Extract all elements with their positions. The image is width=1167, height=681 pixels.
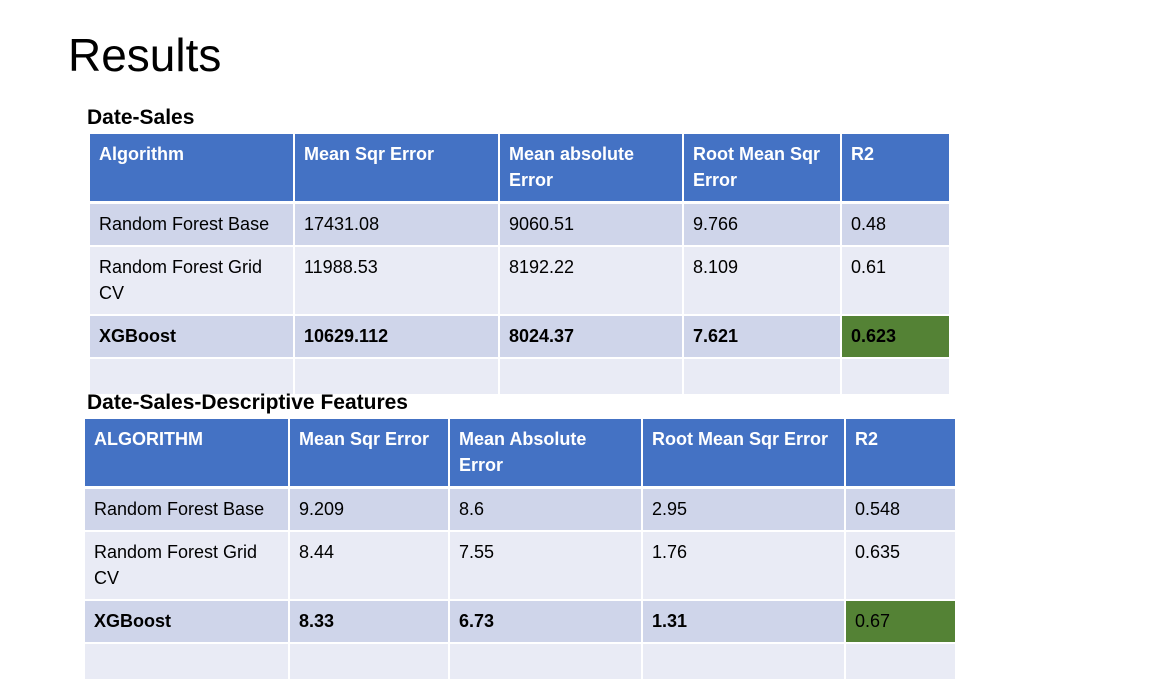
column-header-mae: Mean absolute Error xyxy=(499,134,684,204)
cell-empty xyxy=(841,358,951,396)
cell-algorithm: Random Forest Grid CV xyxy=(90,246,295,316)
column-header-mae: Mean Absolute Error xyxy=(449,419,643,489)
table-row: Random Forest Base 9.209 8.6 2.95 0.548 xyxy=(85,487,957,532)
column-header-algorithm: ALGORITHM xyxy=(85,419,290,489)
table-heading-descriptive-features: Date-Sales-Descriptive Features xyxy=(87,391,408,414)
table-header-row: Algorithm Mean Sqr Error Mean absolute E… xyxy=(90,134,951,204)
cell-algorithm: XGBoost xyxy=(90,315,295,359)
cell-r2-highlighted: 0.67 xyxy=(845,600,957,644)
cell-r2: 0.48 xyxy=(841,202,951,247)
column-header-r2: R2 xyxy=(841,134,951,204)
column-header-label: Mean Sqr Error xyxy=(304,144,435,164)
cell-empty xyxy=(294,358,500,396)
column-header-rmse: Root Mean Sqr Error xyxy=(683,134,842,204)
table-row-best: XGBoost 10629.112 8024.37 7.621 0.623 xyxy=(90,315,951,359)
cell-mse: 10629.112 xyxy=(294,315,500,359)
cell-r2: 0.61 xyxy=(841,246,951,316)
cell-empty xyxy=(845,643,957,681)
cell-mae: 7.55 xyxy=(449,531,643,601)
table-header-row: ALGORITHM Mean Sqr Error Mean Absolute E… xyxy=(85,419,957,489)
table-heading-date-sales: Date-Sales xyxy=(87,106,195,129)
slide-title: Results xyxy=(68,29,222,81)
column-header-algorithm: Algorithm xyxy=(90,134,295,204)
table-row-empty xyxy=(90,358,951,396)
results-table-descriptive-features: ALGORITHM Mean Sqr Error Mean Absolute E… xyxy=(85,419,957,681)
cell-rmse: 2.95 xyxy=(642,487,846,532)
cell-mae: 8192.22 xyxy=(499,246,684,316)
column-header-r2: R2 xyxy=(845,419,957,489)
cell-empty xyxy=(499,358,684,396)
results-table-date-sales: Algorithm Mean Sqr Error Mean absolute E… xyxy=(90,134,951,396)
table-row: Random Forest Base 17431.08 9060.51 9.76… xyxy=(90,202,951,247)
cell-rmse: 1.76 xyxy=(642,531,846,601)
cell-mse: 8.44 xyxy=(289,531,450,601)
cell-mae: 8.6 xyxy=(449,487,643,532)
cell-mae: 9060.51 xyxy=(499,202,684,247)
cell-r2: 0.548 xyxy=(845,487,957,532)
cell-r2-highlighted: 0.623 xyxy=(841,315,951,359)
cell-mse: 17431.08 xyxy=(294,202,500,247)
cell-rmse: 1.31 xyxy=(642,600,846,644)
table-row-empty xyxy=(85,643,957,681)
cell-mse: 9.209 xyxy=(289,487,450,532)
cell-mse: 8.33 xyxy=(289,600,450,644)
cell-empty xyxy=(289,643,450,681)
cell-algorithm: Random Forest Base xyxy=(85,487,290,532)
table-row: Random Forest Grid CV 8.44 7.55 1.76 0.6… xyxy=(85,531,957,601)
cell-algorithm: XGBoost xyxy=(85,600,290,644)
cell-empty xyxy=(683,358,842,396)
cell-algorithm: Random Forest Grid CV xyxy=(85,531,290,601)
cell-mse: 11988.53 xyxy=(294,246,500,316)
cell-empty xyxy=(642,643,846,681)
cell-algorithm: Random Forest Base xyxy=(90,202,295,247)
table-row: Random Forest Grid CV 11988.53 8192.22 8… xyxy=(90,246,951,316)
cell-mae: 6.73 xyxy=(449,600,643,644)
cell-empty xyxy=(90,358,295,396)
column-header-mse: Mean Sqr Error xyxy=(289,419,450,489)
cell-r2: 0.635 xyxy=(845,531,957,601)
cell-rmse: 7.621 xyxy=(683,315,842,359)
column-header-mse: Mean Sqr Error xyxy=(294,134,500,204)
cell-rmse: 9.766 xyxy=(683,202,842,247)
cell-empty xyxy=(449,643,643,681)
cell-mae: 8024.37 xyxy=(499,315,684,359)
cell-empty xyxy=(85,643,290,681)
column-header-rmse: Root Mean Sqr Error xyxy=(642,419,846,489)
cell-rmse: 8.109 xyxy=(683,246,842,316)
table-row-best: XGBoost 8.33 6.73 1.31 0.67 xyxy=(85,600,957,644)
